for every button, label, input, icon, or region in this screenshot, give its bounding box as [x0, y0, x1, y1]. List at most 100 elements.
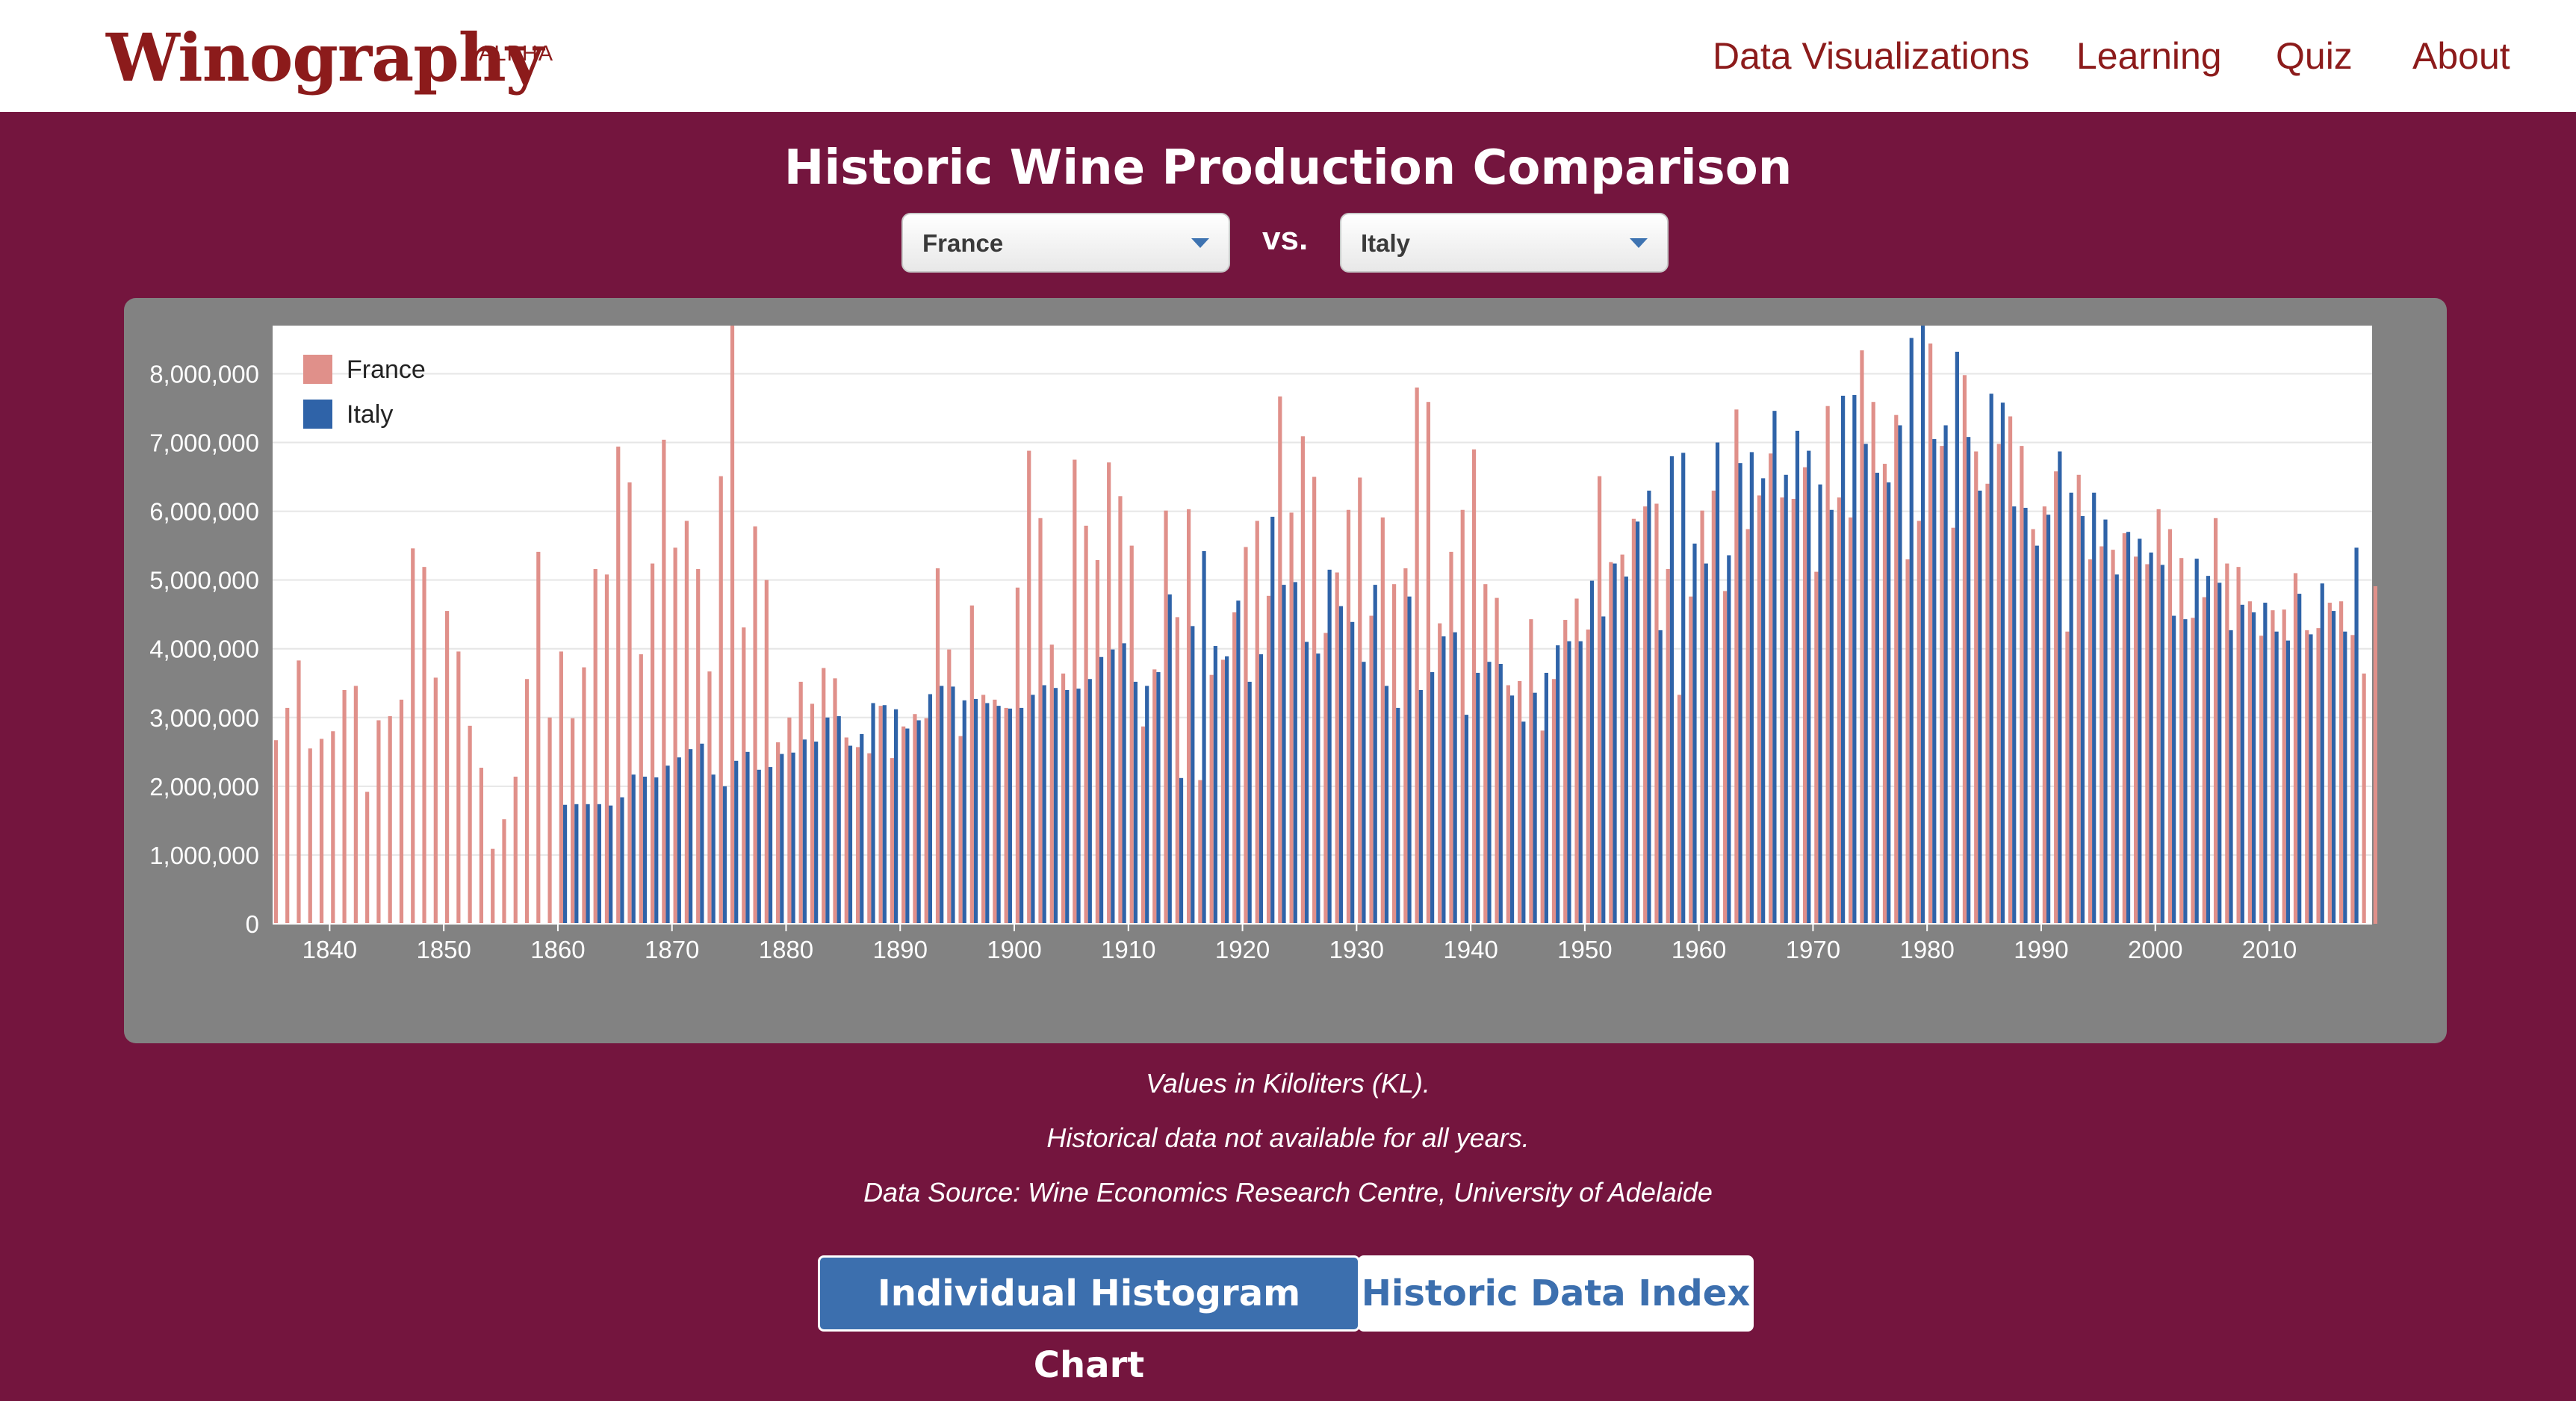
bar-france-1857 [524, 679, 530, 924]
bar-italy-2016 [2343, 631, 2347, 924]
bar-france-2009 [2259, 636, 2264, 924]
bar-france-1884 [833, 678, 837, 924]
bar-france-1923 [1278, 396, 1282, 924]
bar-italy-1895 [962, 700, 966, 924]
bar-france-1861 [571, 718, 575, 924]
bar-france-2013 [2305, 630, 2309, 924]
bar-italy-1879 [780, 754, 784, 924]
bar-france-1842 [353, 686, 358, 924]
bar-france-1847 [411, 548, 415, 924]
bar-france-1925 [1300, 436, 1305, 924]
bar-france-1879 [776, 742, 780, 924]
nav-learning[interactable]: Learning [2076, 35, 2222, 77]
bar-france-1964 [1745, 529, 1750, 924]
nav-data-visualizations[interactable]: Data Visualizations [1713, 35, 2030, 77]
bar-italy-1971 [1829, 509, 1834, 924]
bar-italy-1990 [2046, 515, 2051, 924]
bar-italy-1925 [1304, 642, 1309, 924]
bar-italy-1914 [1179, 777, 1184, 924]
bar-france-1957 [1666, 568, 1670, 924]
bar-france-1895 [958, 736, 963, 924]
bar-italy-1958 [1681, 453, 1686, 924]
bar-france-1931 [1369, 615, 1374, 924]
bar-italy-1884 [837, 715, 841, 924]
bar-italy-1932 [1384, 686, 1389, 924]
bar-italy-1912 [1156, 672, 1161, 924]
legend-label-france: France [347, 355, 426, 384]
bar-france-1869 [662, 439, 666, 924]
bar-italy-1876 [745, 751, 750, 924]
nav-about[interactable]: About [2412, 35, 2510, 77]
bar-france-1910 [1129, 545, 1134, 924]
bar-italy-1966 [1772, 411, 1777, 924]
bar-italy-1997 [2126, 532, 2131, 924]
country-select-right[interactable]: Italy [1340, 213, 1669, 273]
bar-france-1855 [502, 819, 506, 924]
individual-histogram-button[interactable]: Individual Histogram Chart [818, 1255, 1360, 1386]
bar-italy-1960 [1704, 563, 1708, 924]
bar-italy-1970 [1818, 484, 1822, 924]
bar-france-1838 [308, 748, 312, 924]
bar-italy-1998 [2138, 538, 2142, 924]
bar-italy-1907 [1099, 656, 1104, 924]
bar-italy-1860 [562, 804, 568, 924]
bar-italy-1875 [734, 760, 739, 924]
bar-france-1949 [1574, 598, 1579, 924]
legend-swatch-italy [303, 400, 332, 429]
bar-france-1919 [1232, 612, 1237, 924]
x-tick-label: 1870 [645, 936, 699, 963]
alpha-badge: ALPHA [479, 42, 554, 66]
bar-france-1856 [513, 776, 518, 924]
bar-france-1993 [2076, 474, 2081, 924]
x-tick-label: 1980 [1899, 936, 1954, 963]
bar-italy-1940 [1476, 672, 1480, 924]
x-tick-label: 1850 [416, 936, 471, 963]
bar-france-1840 [331, 731, 335, 924]
bar-italy-1937 [1441, 636, 1446, 924]
bar-italy-1961 [1715, 442, 1720, 924]
brand-logo[interactable]: Winography [106, 19, 544, 96]
bar-france-1867 [639, 654, 643, 924]
production-bar-chart: 0 1,000,000 2,000,000 3,000,000 4,000,000 5,0… [149, 326, 2378, 963]
bar-italy-2001 [2172, 615, 2176, 924]
bar-italy-1963 [1738, 463, 1742, 924]
bar-italy-2005 [2217, 583, 2222, 924]
bar-france-1924 [1289, 512, 1294, 924]
bar-france-1886 [855, 747, 860, 924]
bar-france-1951 [1597, 476, 1602, 924]
bar-france-1914 [1175, 617, 1179, 924]
bar-france-1852 [468, 725, 472, 924]
bar-france-1975 [1871, 402, 1875, 924]
bar-france-1991 [2054, 471, 2058, 924]
bar-france-1969 [1802, 467, 1807, 924]
bar-italy-1988 [2023, 507, 2028, 924]
bar-italy-1956 [1658, 630, 1663, 924]
bar-france-1982 [1951, 527, 1955, 924]
bar-italy-1927 [1327, 569, 1332, 924]
nav-quiz[interactable]: Quiz [2276, 35, 2353, 77]
bar-italy-1975 [1875, 473, 1880, 924]
bar-france-1876 [742, 627, 746, 924]
bar-france-1882 [810, 703, 815, 924]
chevron-down-icon [1630, 238, 1648, 248]
bar-italy-1866 [631, 774, 636, 924]
bar-france-1958 [1677, 695, 1682, 924]
x-tick-label: 1990 [2014, 936, 2068, 963]
bar-france-1945 [1529, 619, 1533, 924]
bar-france-1948 [1563, 620, 1568, 924]
bar-italy-1941 [1487, 662, 1492, 924]
bar-france-1865 [616, 447, 621, 924]
bar-france-2010 [2271, 610, 2275, 924]
bar-italy-1943 [1509, 695, 1515, 924]
bar-france-1938 [1449, 551, 1453, 924]
bar-italy-1864 [609, 805, 613, 924]
bar-italy-1874 [722, 786, 727, 924]
bar-italy-2003 [2194, 559, 2199, 924]
bar-france-1965 [1757, 495, 1762, 924]
historic-data-index-button[interactable]: Historic Data Index [1358, 1255, 1754, 1332]
country-select-left[interactable]: France [901, 213, 1230, 273]
bar-italy-1977 [1898, 425, 1902, 924]
x-tick-label: 1970 [1786, 936, 1840, 963]
legend-label-italy: Italy [347, 400, 393, 429]
bar-france-1970 [1814, 571, 1819, 924]
